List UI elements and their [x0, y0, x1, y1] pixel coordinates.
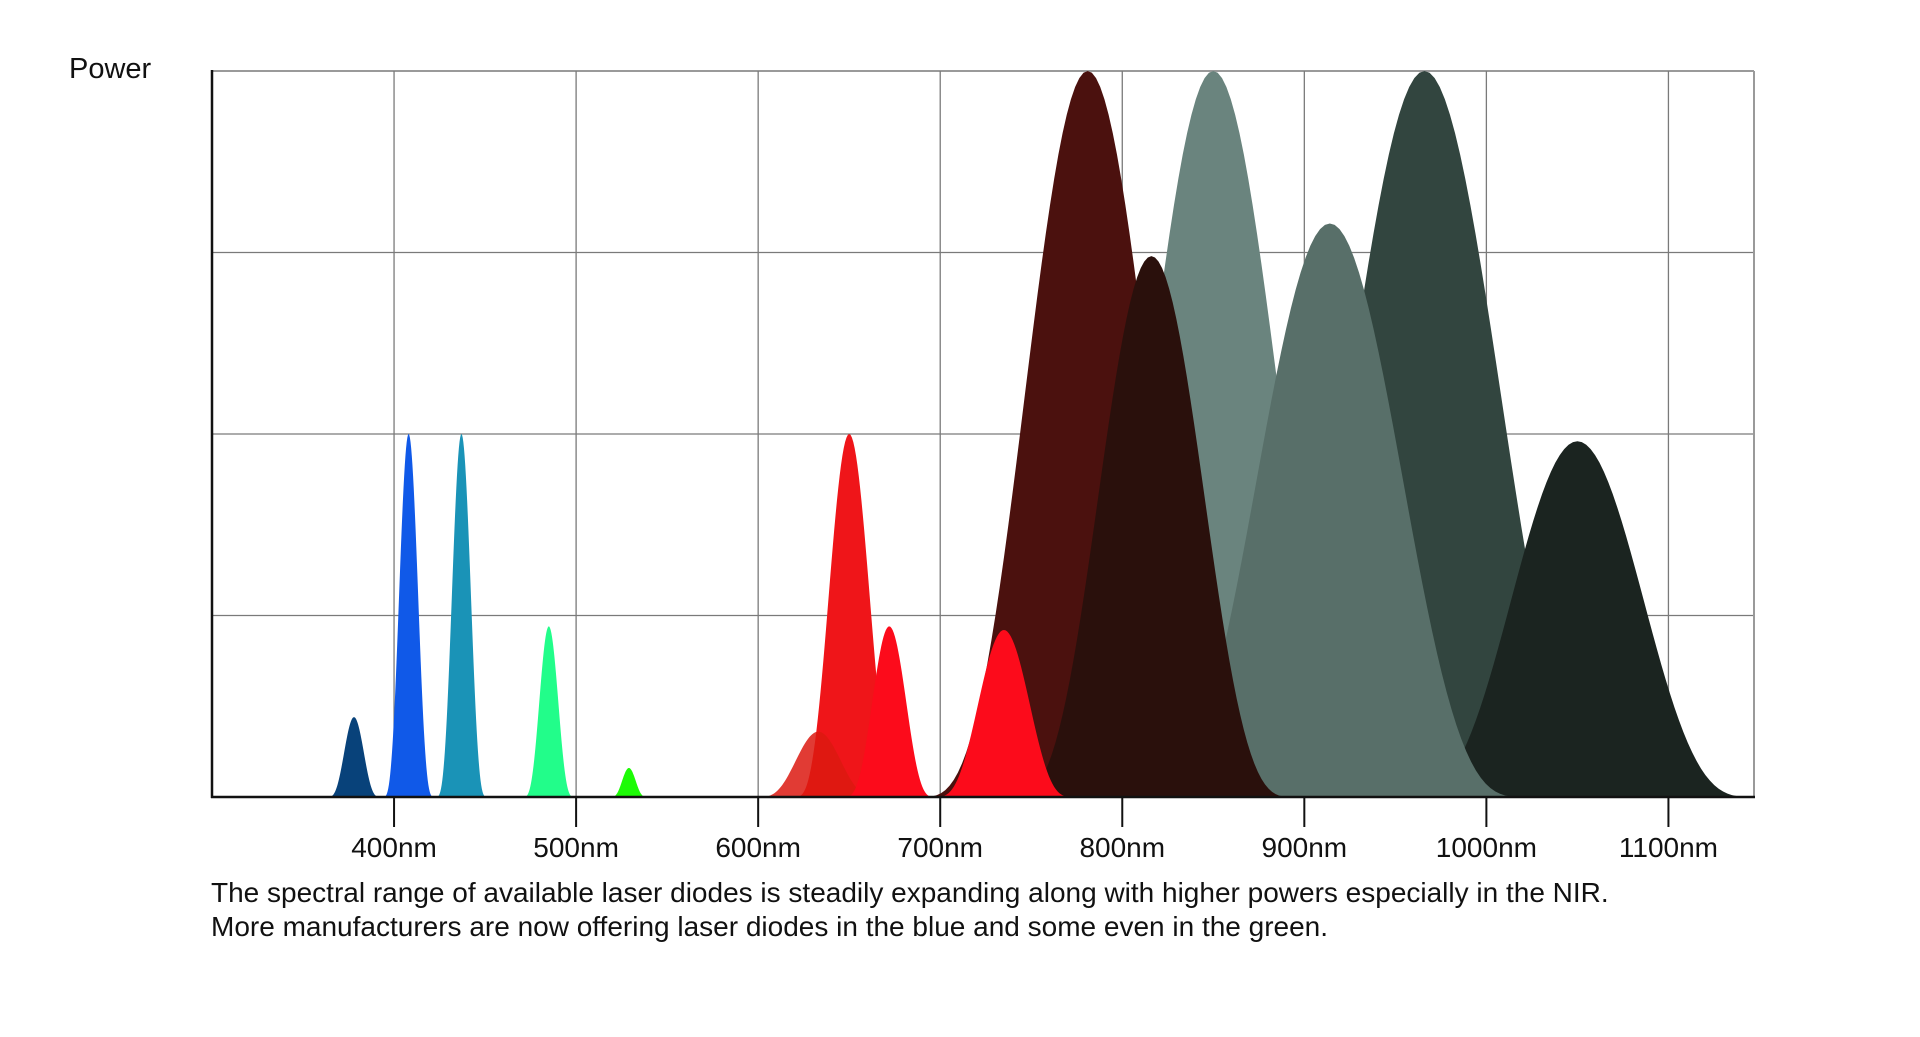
- spectral-peaks: [327, 71, 1754, 797]
- peak-672nm: [843, 626, 935, 797]
- figure-caption: The spectral range of available laser di…: [211, 876, 1609, 944]
- peak-408nm: [383, 434, 435, 797]
- x-tick-label: 800nm: [1079, 832, 1165, 863]
- x-tick-label: 1000nm: [1436, 832, 1537, 863]
- x-tick-label: 900nm: [1262, 832, 1348, 863]
- peak-437nm: [435, 434, 487, 797]
- peak-816nm: [1009, 256, 1294, 797]
- x-tick-label: 500nm: [533, 832, 619, 863]
- peak-914nm: [1135, 223, 1525, 797]
- x-tick-label: 700nm: [897, 832, 983, 863]
- x-tick-label: 1100nm: [1619, 832, 1718, 863]
- caption-line-2: More manufacturers are now offering lase…: [211, 911, 1329, 942]
- x-tick-label: 400nm: [351, 832, 437, 863]
- peak-1050nm: [1400, 441, 1754, 797]
- x-tick-label: 600nm: [715, 832, 801, 863]
- x-axis-ticks: 400nm 500nm 600nm 700nm 800nm 900nm 1000nm 1100…: [351, 797, 1718, 863]
- peak-633nm: [758, 731, 879, 797]
- peak-485nm: [523, 626, 575, 797]
- axes: [210, 70, 1755, 799]
- peak-378nm: [327, 717, 381, 797]
- peak-529nm: [610, 767, 648, 797]
- caption-line-1: The spectral range of available laser di…: [211, 877, 1609, 908]
- y-axis-label: Power: [69, 53, 152, 85]
- peak-735nm: [934, 630, 1074, 797]
